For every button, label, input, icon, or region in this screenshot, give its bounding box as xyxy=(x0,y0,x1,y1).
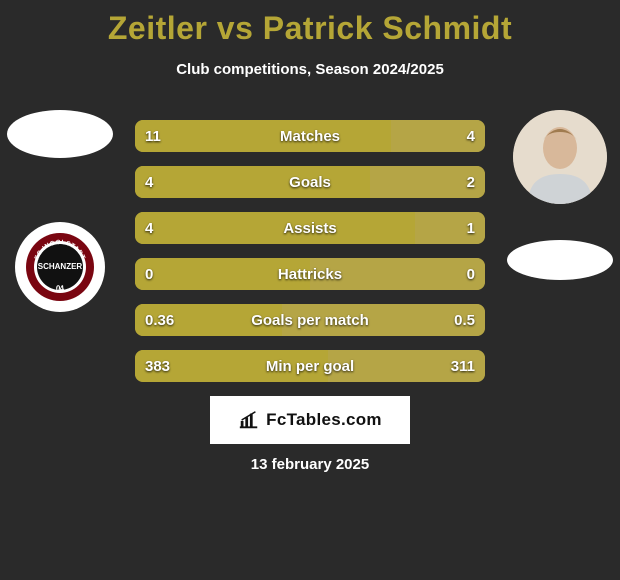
stat-bar-left xyxy=(135,120,391,152)
right-player-club-placeholder xyxy=(507,240,613,280)
badge-center-text: SCHANZER xyxy=(38,262,83,271)
svg-text:04: 04 xyxy=(55,284,65,293)
stat-row: 114Matches xyxy=(135,120,485,152)
stat-bar-left xyxy=(135,304,282,336)
stat-bar-right xyxy=(328,350,485,382)
stat-bar-right xyxy=(391,120,485,152)
club-badge-icon: FC INGOLSTADT SCHANZER 04 xyxy=(25,232,95,302)
stat-bar-right xyxy=(415,212,485,244)
stat-bar-left xyxy=(135,212,415,244)
left-player-club-badge: FC INGOLSTADT SCHANZER 04 xyxy=(15,222,105,312)
left-player-avatar-placeholder xyxy=(7,110,113,158)
subtitle: Club competitions, Season 2024/2025 xyxy=(0,61,620,78)
stat-bar-right xyxy=(310,258,485,290)
avatar-placeholder-icon xyxy=(513,110,607,204)
page-title: Zeitler vs Patrick Schmidt xyxy=(0,0,620,47)
stat-bar-left xyxy=(135,350,328,382)
brand-badge: FcTables.com xyxy=(210,396,410,444)
brand-text: FcTables.com xyxy=(266,410,382,430)
chart-icon xyxy=(238,409,260,431)
date-text: 13 february 2025 xyxy=(0,456,620,473)
stat-bar-right xyxy=(370,166,485,198)
stat-bar-right xyxy=(282,304,485,336)
stat-row: 0.360.5Goals per match xyxy=(135,304,485,336)
stat-row: 00Hattricks xyxy=(135,258,485,290)
right-player-avatar xyxy=(513,110,607,204)
stat-row: 41Assists xyxy=(135,212,485,244)
stats-container: 114Matches 42Goals 41Assists 00Hattricks 0.3… xyxy=(135,120,485,396)
left-player-column: FC INGOLSTADT SCHANZER 04 xyxy=(0,110,120,312)
stat-bar-left xyxy=(135,258,310,290)
stat-bar-left xyxy=(135,166,370,198)
right-player-column xyxy=(500,110,620,310)
stat-row: 383311Min per goal xyxy=(135,350,485,382)
stat-row: 42Goals xyxy=(135,166,485,198)
